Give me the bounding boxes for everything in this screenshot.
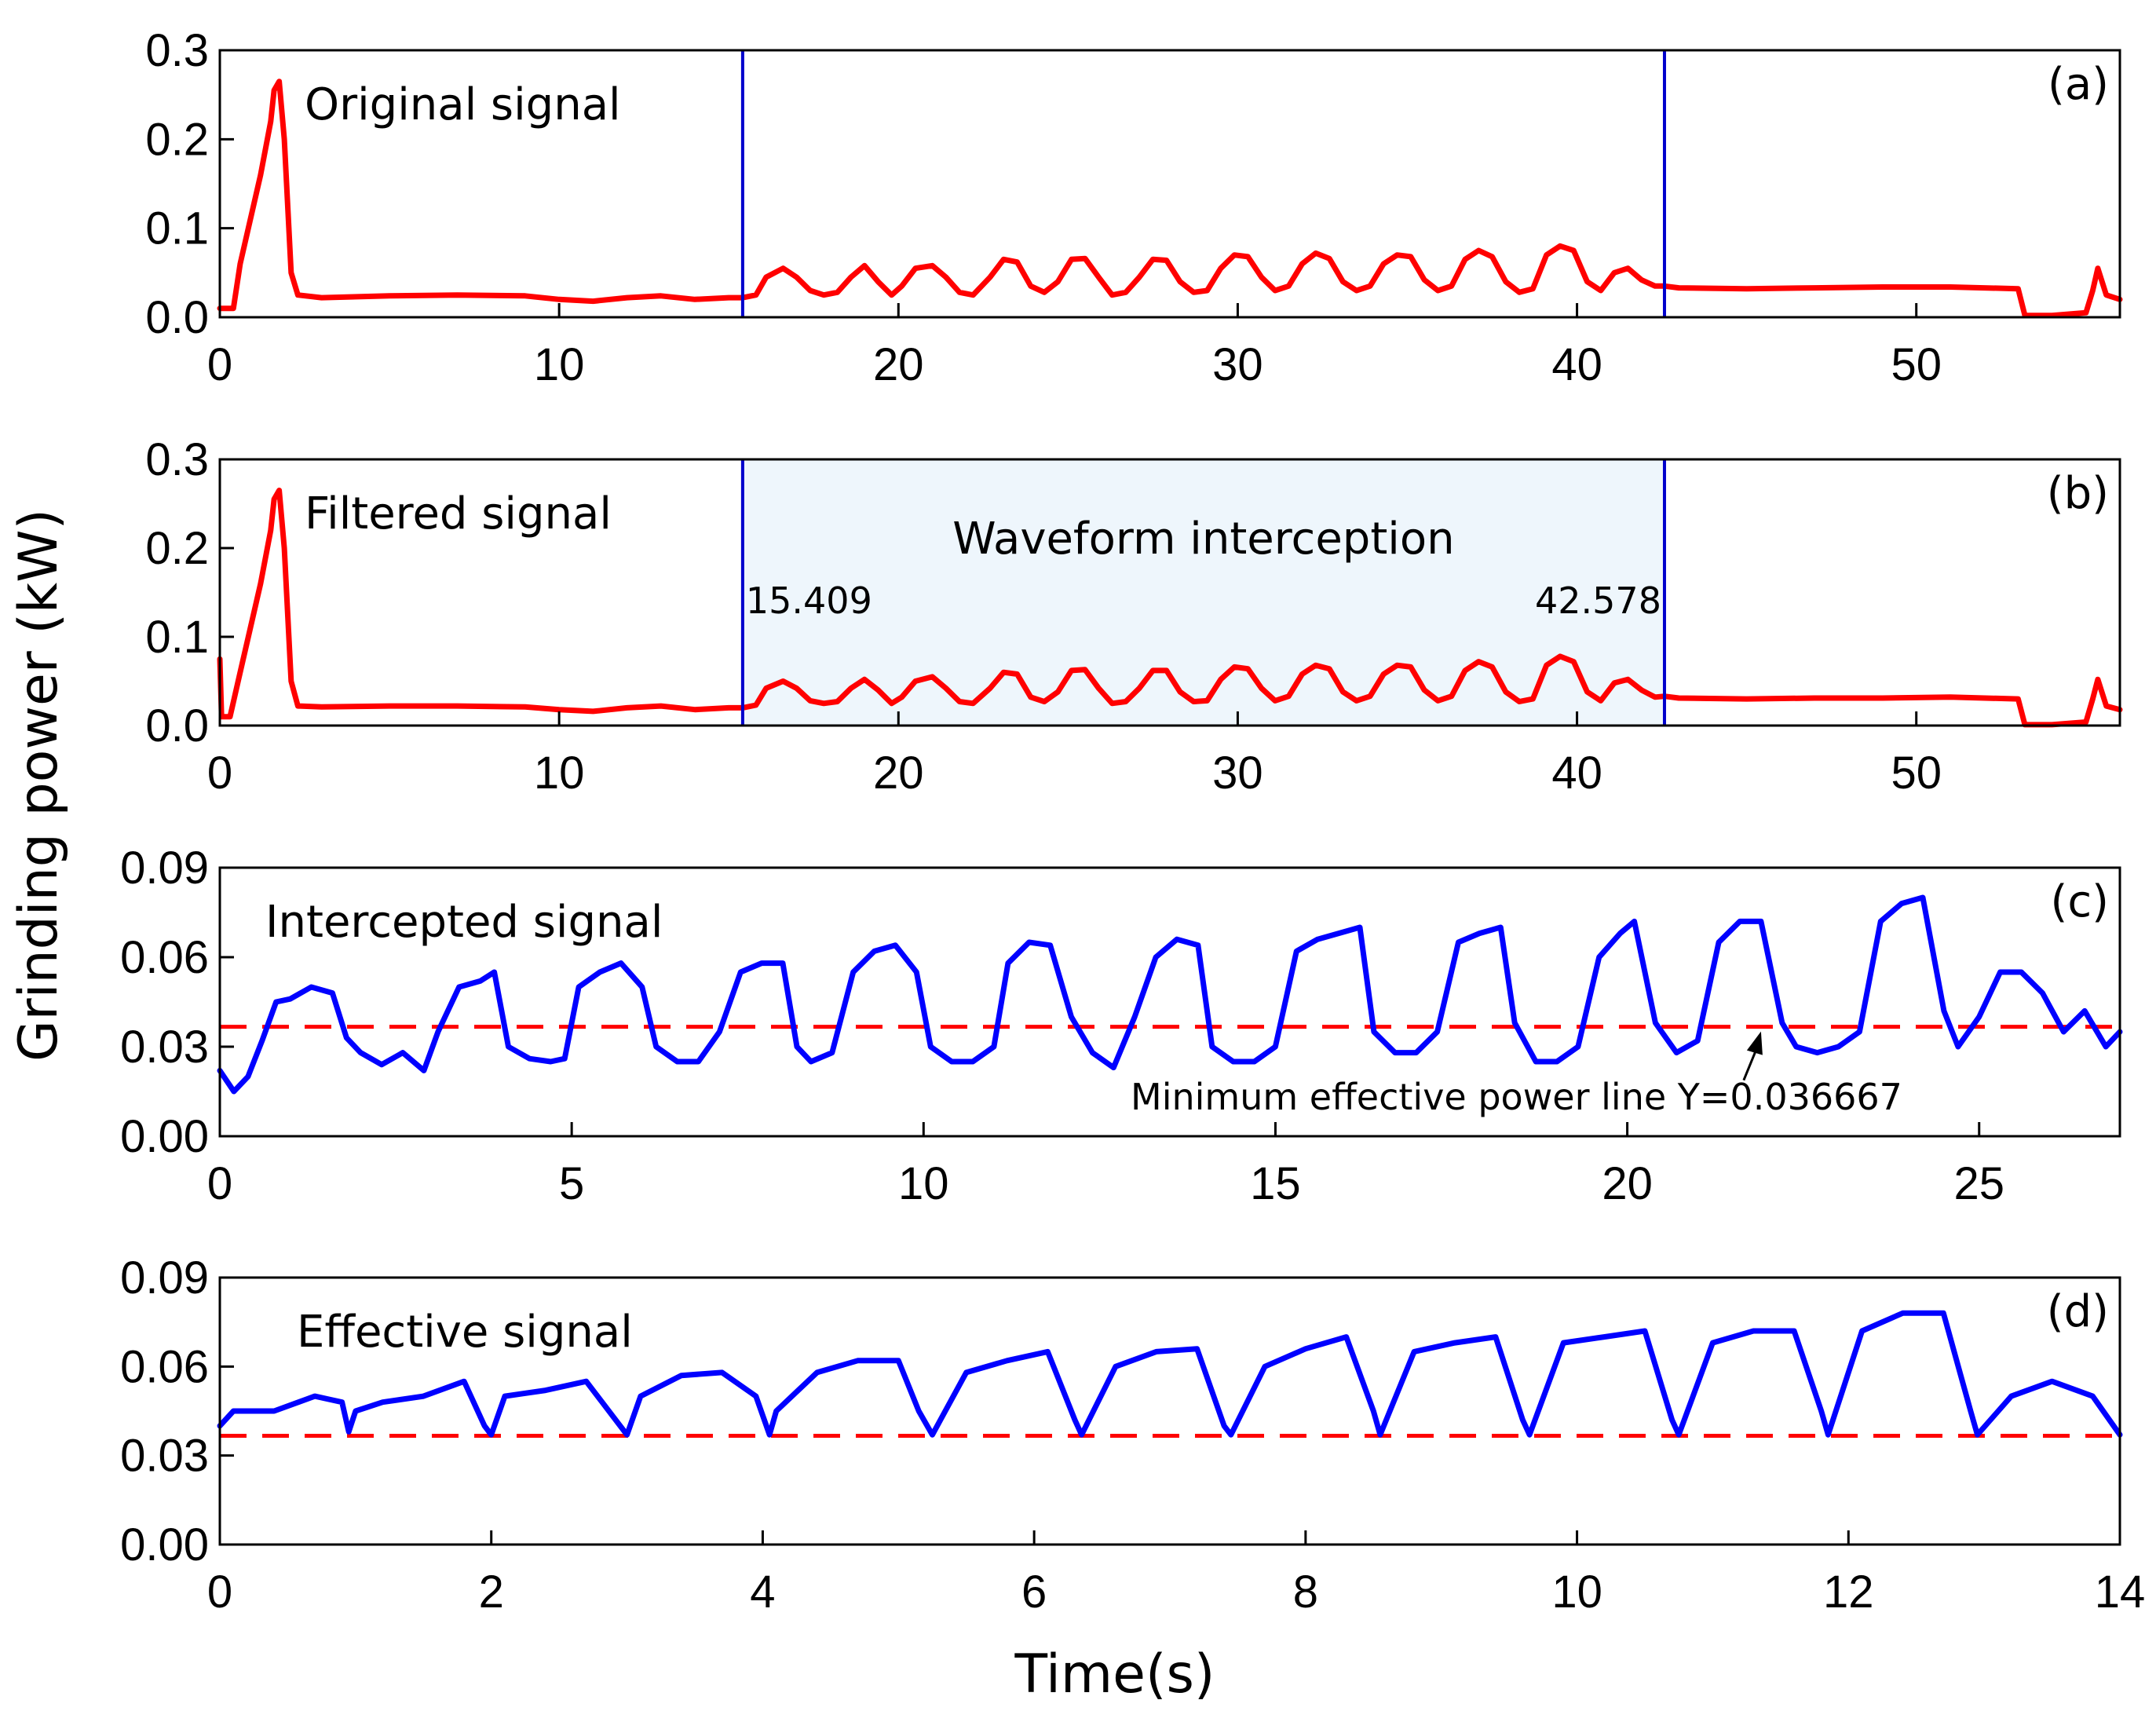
right-boundary-value: 42.578 (1535, 579, 1661, 622)
x-tick-label: 30 (1212, 339, 1263, 390)
y-tick-label: 0.1 (145, 612, 209, 663)
panel-b: 0 10 20 30 40 50 0.0 0.1 0.2 0.3 Filtered signal (b… (145, 434, 2123, 799)
x-tick-label: 6 (1021, 1567, 1047, 1618)
x-tick-label: 12 (1823, 1567, 1874, 1618)
plot-frame (218, 49, 2121, 319)
panel-title: Filtered signal (305, 488, 612, 539)
y-tick-label: 0.2 (145, 114, 209, 165)
x-tick-label: 0 (207, 1567, 232, 1618)
y-tick-label: 0.09 (120, 1252, 209, 1303)
plot-frame (218, 458, 2121, 727)
signal-line (217, 1310, 2123, 1438)
y-tick-label: 0.3 (145, 25, 209, 76)
y-tick-label: 0.03 (120, 1022, 209, 1073)
x-tick-label: 50 (1891, 339, 1942, 390)
y-tick-label: 0.09 (120, 843, 209, 894)
x-tick-label: 20 (873, 339, 924, 390)
panel-a: 0 10 20 30 40 50 0.0 0.1 0.2 0.3 Original signal (a… (145, 25, 2123, 390)
x-tick-label: 0 (207, 1158, 232, 1209)
x-tick-label: 20 (1602, 1158, 1653, 1209)
x-tick-label: 40 (1551, 339, 1602, 390)
signal-line (217, 79, 2123, 319)
plot-frame (218, 1276, 2121, 1546)
x-axis-title: Time(s) (1014, 1643, 1215, 1706)
y-tick-label: 0.2 (145, 523, 209, 574)
panel-letter: (a) (2048, 59, 2109, 110)
panel-letter: (c) (2051, 876, 2109, 927)
panel-letter: (b) (2047, 468, 2109, 519)
panel-letter: (d) (2047, 1286, 2109, 1337)
y-tick-label: 0.06 (120, 932, 209, 983)
y-axis-title: Grinding power (kW) (8, 509, 70, 1062)
x-tick-label: 4 (750, 1567, 775, 1618)
x-tick-label: 5 (559, 1158, 584, 1209)
interception-region (742, 459, 1665, 726)
y-tick-label: 0.0 (145, 700, 209, 751)
y-tick-label: 0.03 (120, 1431, 209, 1482)
panel-title: Effective signal (297, 1307, 633, 1358)
x-tick-label: 8 (1293, 1567, 1318, 1618)
y-tick-label: 0.06 (120, 1341, 209, 1392)
plot-frame (218, 866, 2121, 1138)
threshold-label: Minimum effective power line Y=0.036667 (1131, 1076, 1902, 1118)
x-tick-label: 10 (898, 1158, 949, 1209)
panel-title: Original signal (305, 79, 621, 130)
x-tick-label: 2 (479, 1567, 504, 1618)
x-tick-label: 30 (1212, 748, 1263, 799)
x-tick-label: 0 (207, 339, 232, 390)
left-boundary-value: 15.409 (746, 579, 872, 622)
panel-c: 0 5 10 15 20 25 0.00 0.03 0.06 0.09 Intercepted si… (120, 843, 2123, 1209)
y-tick-label: 0.00 (120, 1519, 209, 1570)
y-tick-label: 0.3 (145, 434, 209, 485)
y-tick-label: 0.00 (120, 1111, 209, 1162)
x-tick-label: 0 (207, 748, 232, 799)
y-tick-label: 0.0 (145, 292, 209, 343)
x-tick-label: 20 (873, 748, 924, 799)
x-tick-label: 10 (534, 339, 585, 390)
x-tick-label: 15 (1250, 1158, 1301, 1209)
y-tick-label: 0.1 (145, 203, 209, 254)
x-tick-label: 40 (1551, 748, 1602, 799)
region-label: Waveform interception (952, 514, 1454, 565)
panel-d: 0 2 4 6 8 10 12 14 0.00 0.03 0.06 0.09 Effective sig… (120, 1252, 2145, 1618)
signal-line (217, 894, 2123, 1095)
x-tick-label: 10 (1551, 1567, 1602, 1618)
signal-line (217, 488, 2123, 728)
x-tick-label: 50 (1891, 748, 1942, 799)
x-tick-label: 10 (534, 748, 585, 799)
x-tick-label: 14 (2095, 1567, 2146, 1618)
x-tick-label: 25 (1953, 1158, 2004, 1209)
arrow-head (1746, 1031, 1763, 1055)
panel-title: Intercepted signal (265, 897, 663, 948)
